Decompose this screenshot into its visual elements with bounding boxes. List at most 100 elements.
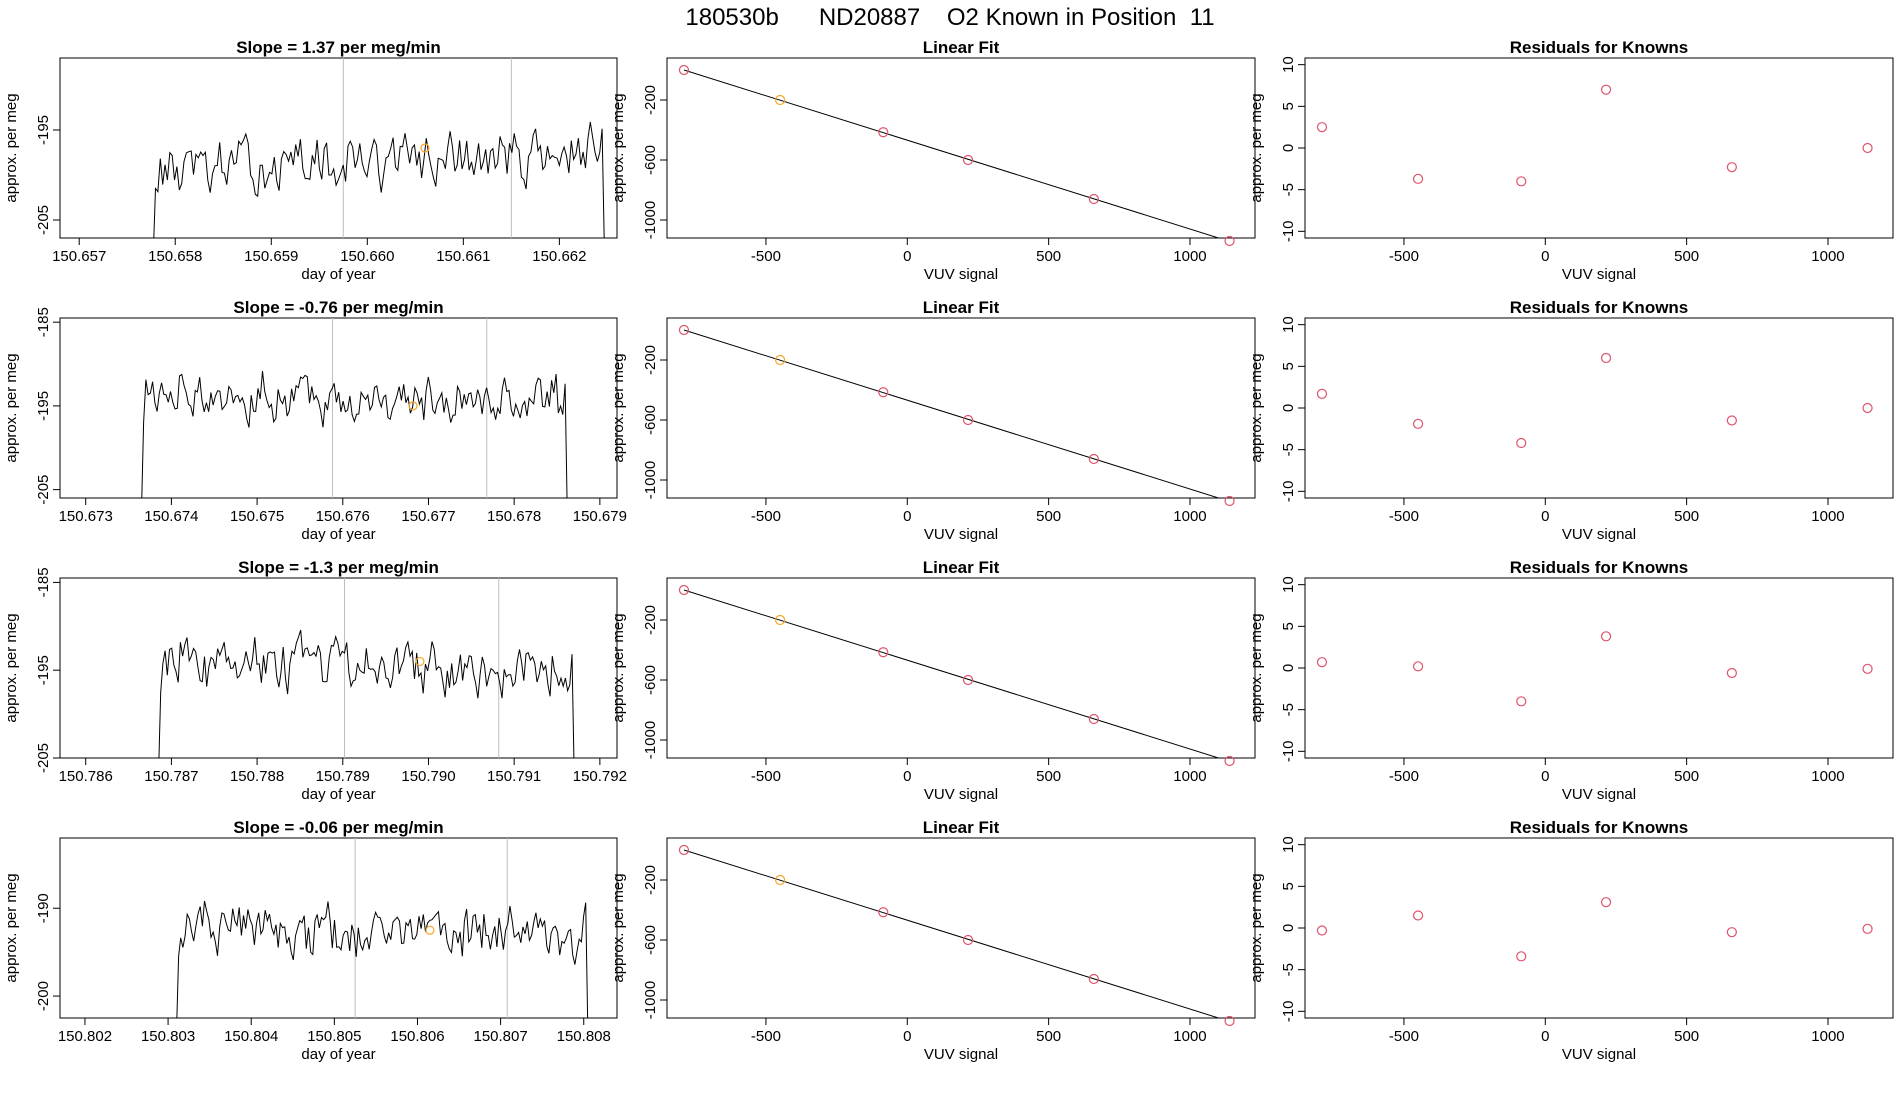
x-tick-label: 1000 [1811,248,1844,265]
x-tick-label: 1000 [1173,248,1206,265]
y-tick-label: 5 [1280,882,1297,890]
y-axis-label: approx. per meg [610,613,627,722]
data-point [678,584,690,596]
data-point [1726,162,1737,173]
x-tick-label: 150.676 [316,508,370,525]
data-point [774,94,786,106]
y-tick-label: -10 [1280,480,1297,502]
data-point [962,934,974,946]
data-point [1224,235,1235,247]
x-tick-label: 500 [1674,508,1699,525]
x-tick-label: 150.802 [58,1028,112,1045]
plot-title: Slope = 1.37 per meg/min [236,38,441,57]
series-line [176,900,589,1018]
x-tick-label: 150.673 [59,508,113,525]
y-tick-label: -600 [642,405,659,435]
y-tick-label: 10 [1280,576,1297,593]
x-tick-label: 150.787 [144,768,198,785]
plot-title: Linear Fit [923,818,1000,837]
data-point [678,844,690,856]
x-tick-label: -500 [1389,508,1419,525]
x-tick-label: 0 [903,768,911,785]
x-tick-label: 150.678 [487,508,541,525]
data-point [1412,418,1424,429]
x-tick-label: 150.674 [144,508,198,525]
x-tick-label: 150.658 [148,248,202,265]
y-tick-label: 5 [1280,362,1297,370]
x-tick-label: 150.659 [244,248,298,265]
data-point [1412,661,1424,672]
data-point [878,647,889,658]
x-tick-label: 1000 [1173,768,1206,785]
x-axis-label: day of year [301,1046,375,1063]
data-point [1726,927,1737,938]
x-tick-label: 150.804 [224,1028,278,1045]
x-tick-label: 1000 [1811,768,1844,785]
data-point [1316,925,1328,936]
data-point [962,154,974,166]
x-axis-label: VUV signal [1562,786,1636,803]
x-tick-label: 0 [1541,508,1549,525]
data-point [1600,352,1612,364]
data-point [1224,495,1235,507]
y-tick-label: 10 [1280,316,1297,333]
highlight-point [425,925,435,935]
y-tick-label: -10 [1280,1000,1297,1022]
x-tick-label: 150.808 [557,1028,611,1045]
y-tick-label: -205 [35,475,52,505]
plot-title: Slope = -1.3 per meg/min [238,558,439,577]
x-tick-label: 150.789 [316,768,370,785]
y-tick-label: -600 [642,925,659,955]
y-axis-label: approx. per meg [610,93,627,202]
plot-frame [1304,317,1894,499]
x-tick-label: 150.790 [401,768,455,785]
y-tick-label: -195 [35,391,52,421]
plot-frame [1304,577,1894,759]
x-tick-label: -500 [751,768,781,785]
plot-title: Slope = -0.76 per meg/min [233,298,443,317]
x-axis-label: VUV signal [1562,526,1636,543]
data-point [878,907,889,918]
plot-frame [59,837,618,1019]
x-axis-label: VUV signal [924,266,998,283]
y-axis-label: approx. per meg [610,873,627,982]
y-tick-label: -5 [1280,183,1297,196]
data-point [678,64,690,76]
y-tick-label: 5 [1280,622,1297,630]
data-point [1316,388,1328,399]
x-tick-label: 500 [1674,248,1699,265]
x-tick-label: 500 [1036,508,1061,525]
data-point [1516,176,1527,187]
y-tick-label: -1000 [642,201,659,239]
x-tick-label: 150.786 [59,768,113,785]
y-tick-label: -1000 [642,981,659,1019]
data-point [1316,122,1328,133]
x-axis-label: VUV signal [1562,266,1636,283]
series-line [153,121,605,238]
data-point [1726,415,1737,426]
data-point [1412,910,1424,921]
y-tick-label: 10 [1280,56,1297,73]
x-axis-label: VUV signal [924,526,998,543]
x-tick-label: -500 [1389,248,1419,265]
fit-line [683,69,1221,238]
x-tick-label: 150.788 [230,768,284,785]
x-tick-label: 150.806 [390,1028,444,1045]
x-tick-label: 150.657 [52,248,106,265]
x-tick-label: 500 [1036,248,1061,265]
y-tick-label: 0 [1280,924,1297,932]
x-tick-label: 150.661 [436,248,490,265]
data-point [1600,897,1612,908]
x-tick-label: 150.662 [532,248,586,265]
data-point [1088,713,1099,725]
y-tick-label: -1000 [642,721,659,759]
y-tick-label: -1000 [642,461,659,499]
y-axis-label: approx. per meg [1248,93,1265,202]
plot-frame [666,837,1256,1019]
x-axis-label: day of year [301,526,375,543]
plot-title: Linear Fit [923,298,1000,317]
y-tick-label: -195 [35,115,52,145]
data-point [1224,755,1235,767]
y-tick-label: 5 [1280,102,1297,110]
